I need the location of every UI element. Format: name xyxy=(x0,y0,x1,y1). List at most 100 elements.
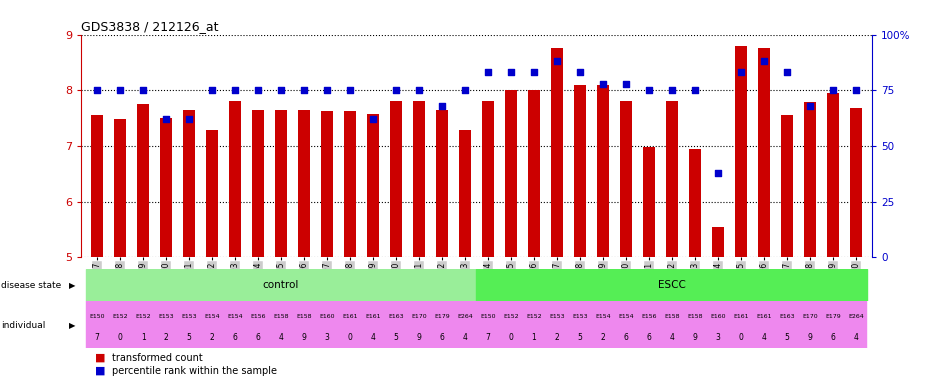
Text: E156: E156 xyxy=(250,314,266,319)
Bar xyxy=(430,301,453,348)
Text: 5: 5 xyxy=(783,333,788,342)
Text: E154: E154 xyxy=(595,314,610,319)
Text: 7: 7 xyxy=(486,333,490,342)
Text: E152: E152 xyxy=(526,314,542,319)
Bar xyxy=(315,301,338,348)
Point xyxy=(641,87,656,93)
Text: 1: 1 xyxy=(531,333,536,342)
Point xyxy=(205,87,220,93)
Point xyxy=(112,87,128,93)
Bar xyxy=(803,103,815,257)
Point xyxy=(250,87,266,93)
Bar xyxy=(596,85,608,257)
Text: 9: 9 xyxy=(692,333,697,342)
Bar xyxy=(798,301,821,348)
Bar xyxy=(527,90,540,257)
Point xyxy=(89,87,105,93)
Point xyxy=(802,103,817,109)
Bar xyxy=(573,85,585,257)
Bar xyxy=(90,115,104,257)
Point xyxy=(319,87,334,93)
Bar xyxy=(476,301,499,348)
Point xyxy=(457,87,472,93)
Bar xyxy=(499,301,522,348)
Text: E154: E154 xyxy=(227,314,243,319)
Text: 5: 5 xyxy=(393,333,398,342)
Text: 4: 4 xyxy=(669,333,674,342)
Point xyxy=(411,87,426,93)
Bar xyxy=(412,101,425,257)
Point xyxy=(709,170,724,176)
Text: transformed count: transformed count xyxy=(112,353,203,363)
Bar xyxy=(251,110,264,257)
Text: 6: 6 xyxy=(623,333,627,342)
Text: E158: E158 xyxy=(664,314,679,319)
Text: E153: E153 xyxy=(158,314,173,319)
Text: E153: E153 xyxy=(548,314,565,319)
Bar xyxy=(481,101,494,257)
Text: 6: 6 xyxy=(232,333,237,342)
Text: ■: ■ xyxy=(95,366,106,376)
Bar xyxy=(550,48,563,257)
Text: 9: 9 xyxy=(416,333,421,342)
Bar xyxy=(728,301,752,348)
Point xyxy=(779,70,794,76)
Text: 4: 4 xyxy=(462,333,466,342)
Text: E161: E161 xyxy=(342,314,357,319)
Point xyxy=(686,87,702,93)
Text: E161: E161 xyxy=(365,314,381,319)
Bar xyxy=(453,301,476,348)
Bar xyxy=(338,301,361,348)
Point xyxy=(595,81,610,87)
Bar xyxy=(269,301,292,348)
Text: E160: E160 xyxy=(709,314,724,319)
Text: ▶: ▶ xyxy=(69,321,75,330)
Bar xyxy=(591,301,614,348)
Text: E153: E153 xyxy=(181,314,197,319)
Bar xyxy=(137,104,149,257)
Bar xyxy=(297,110,310,257)
Bar xyxy=(705,301,728,348)
Bar xyxy=(321,111,333,257)
Text: 3: 3 xyxy=(715,333,720,342)
Bar xyxy=(177,301,200,348)
Bar xyxy=(780,115,792,257)
Text: 5: 5 xyxy=(577,333,582,342)
Text: E161: E161 xyxy=(755,314,771,319)
Text: 9: 9 xyxy=(301,333,307,342)
Bar xyxy=(160,118,172,257)
Text: E264: E264 xyxy=(847,314,863,319)
Text: 0: 0 xyxy=(347,333,352,342)
Point xyxy=(296,87,311,93)
Point xyxy=(365,116,380,122)
Bar xyxy=(86,301,109,348)
Text: 2: 2 xyxy=(554,333,559,342)
Text: 6: 6 xyxy=(439,333,444,342)
Bar xyxy=(206,130,218,257)
Bar xyxy=(183,110,195,257)
Text: 4: 4 xyxy=(370,333,375,342)
Bar xyxy=(228,101,241,257)
Point xyxy=(847,87,863,93)
Bar xyxy=(752,301,775,348)
Bar xyxy=(505,90,517,257)
Bar xyxy=(109,301,131,348)
Bar xyxy=(522,301,545,348)
Bar xyxy=(384,301,407,348)
Text: 2: 2 xyxy=(209,333,214,342)
Bar xyxy=(435,110,447,257)
Bar xyxy=(757,48,769,257)
Text: E152: E152 xyxy=(135,314,150,319)
Text: ■: ■ xyxy=(95,353,106,363)
Point xyxy=(824,87,840,93)
Point xyxy=(181,116,196,122)
Bar xyxy=(407,301,430,348)
Bar xyxy=(642,147,655,257)
Bar xyxy=(545,301,568,348)
Point xyxy=(732,70,747,76)
Text: E150: E150 xyxy=(480,314,495,319)
Text: 0: 0 xyxy=(117,333,123,342)
Text: E179: E179 xyxy=(434,314,449,319)
Text: E152: E152 xyxy=(112,314,128,319)
Bar xyxy=(775,301,798,348)
